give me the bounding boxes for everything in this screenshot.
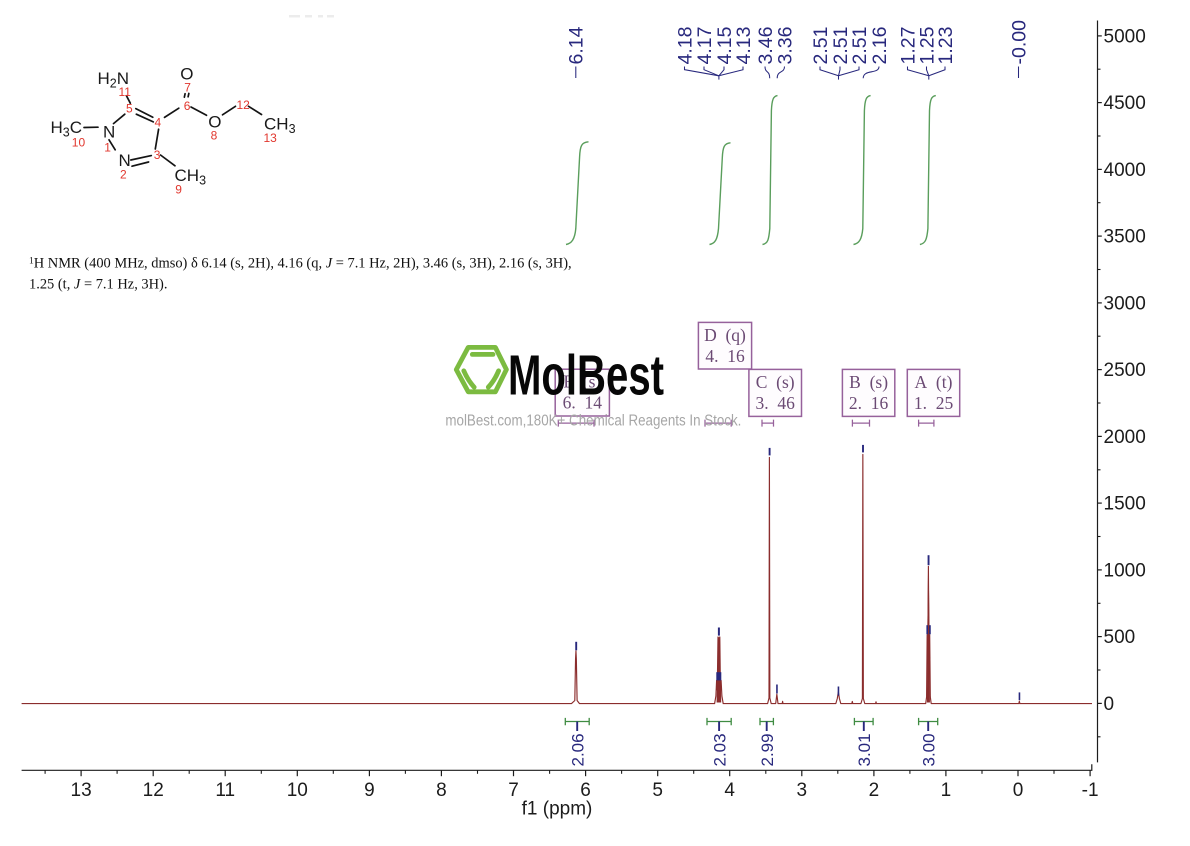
svg-text:11: 11 [215, 780, 235, 801]
svg-text:12: 12 [143, 780, 164, 801]
svg-text:0: 0 [1013, 780, 1024, 801]
svg-text:C (s): C (s) [756, 372, 795, 392]
svg-text:2. 16: 2. 16 [849, 393, 889, 413]
svg-text:3: 3 [154, 148, 161, 162]
svg-text:2.51: 2.51 [849, 27, 871, 65]
svg-text:500: 500 [1104, 627, 1136, 648]
svg-text:3500: 3500 [1104, 227, 1146, 248]
svg-text:4: 4 [155, 116, 162, 130]
svg-text:molBest.com,180K+ Chemical Rea: molBest.com,180K+ Chemical Reagents In S… [445, 412, 741, 429]
svg-text:2.06: 2.06 [569, 733, 588, 766]
svg-text:1.23: 1.23 [935, 27, 957, 65]
svg-text:3: 3 [797, 780, 808, 801]
svg-text:9: 9 [175, 183, 182, 197]
svg-text:10: 10 [287, 780, 308, 801]
svg-text:1H NMR (400 MHz, dmso) δ 6.14: 1H NMR (400 MHz, dmso) δ 6.14 (s, 2H), 4… [29, 256, 572, 272]
svg-text:4.13: 4.13 [733, 27, 755, 65]
svg-text:0: 0 [1104, 694, 1115, 715]
svg-text:1: 1 [104, 141, 111, 155]
svg-text:11: 11 [119, 85, 132, 99]
svg-text:2.03: 2.03 [710, 733, 729, 766]
svg-text:1: 1 [941, 780, 952, 801]
svg-text:1.25 (t, J = 7.1 Hz, 3H).: 1.25 (t, J = 7.1 Hz, 3H). [29, 277, 167, 293]
svg-text:2.99: 2.99 [758, 733, 777, 766]
svg-text:3. 46: 3. 46 [756, 393, 796, 413]
svg-text:7: 7 [508, 780, 519, 801]
svg-text:-0.00: -0.00 [1009, 20, 1031, 65]
svg-text:2: 2 [120, 167, 127, 181]
svg-text:9: 9 [364, 780, 375, 801]
svg-text:4.17: 4.17 [694, 27, 716, 65]
svg-text:4500: 4500 [1104, 93, 1146, 114]
svg-text:3.00: 3.00 [920, 733, 939, 766]
svg-text:13: 13 [71, 780, 92, 801]
svg-text:4: 4 [724, 780, 735, 801]
svg-text:13: 13 [264, 131, 278, 145]
svg-text:8: 8 [211, 129, 218, 143]
svg-text:1000: 1000 [1104, 560, 1146, 581]
svg-text:1500: 1500 [1104, 494, 1146, 515]
svg-text:7: 7 [184, 81, 191, 95]
svg-text:3.01: 3.01 [855, 733, 874, 766]
svg-text:1. 25: 1. 25 [914, 393, 954, 413]
svg-text:N: N [103, 123, 115, 142]
svg-text:5000: 5000 [1104, 26, 1146, 47]
svg-text:4000: 4000 [1104, 160, 1146, 181]
svg-text:3000: 3000 [1104, 293, 1146, 314]
svg-text:10: 10 [72, 136, 86, 150]
svg-text:5: 5 [126, 102, 133, 116]
svg-text:D (q): D (q) [704, 325, 746, 345]
svg-text:2: 2 [869, 780, 880, 801]
svg-text:MolBest: MolBest [508, 344, 664, 408]
svg-text:A (t): A (t) [915, 372, 953, 392]
svg-text:6: 6 [184, 99, 191, 113]
svg-text:2.51: 2.51 [810, 27, 832, 65]
svg-text:5: 5 [652, 780, 663, 801]
svg-text:-1: -1 [1082, 780, 1099, 801]
svg-text:8: 8 [436, 780, 447, 801]
svg-text:2500: 2500 [1104, 360, 1146, 381]
svg-text:6.14: 6.14 [566, 26, 588, 64]
svg-text:2.16: 2.16 [869, 27, 891, 65]
svg-text:2000: 2000 [1104, 427, 1146, 448]
svg-text:4. 16: 4. 16 [705, 346, 745, 366]
svg-text:f1 (ppm): f1 (ppm) [522, 799, 593, 820]
svg-text:3.36: 3.36 [775, 27, 797, 65]
svg-text:B (s): B (s) [849, 372, 888, 392]
svg-text:12: 12 [237, 98, 251, 112]
